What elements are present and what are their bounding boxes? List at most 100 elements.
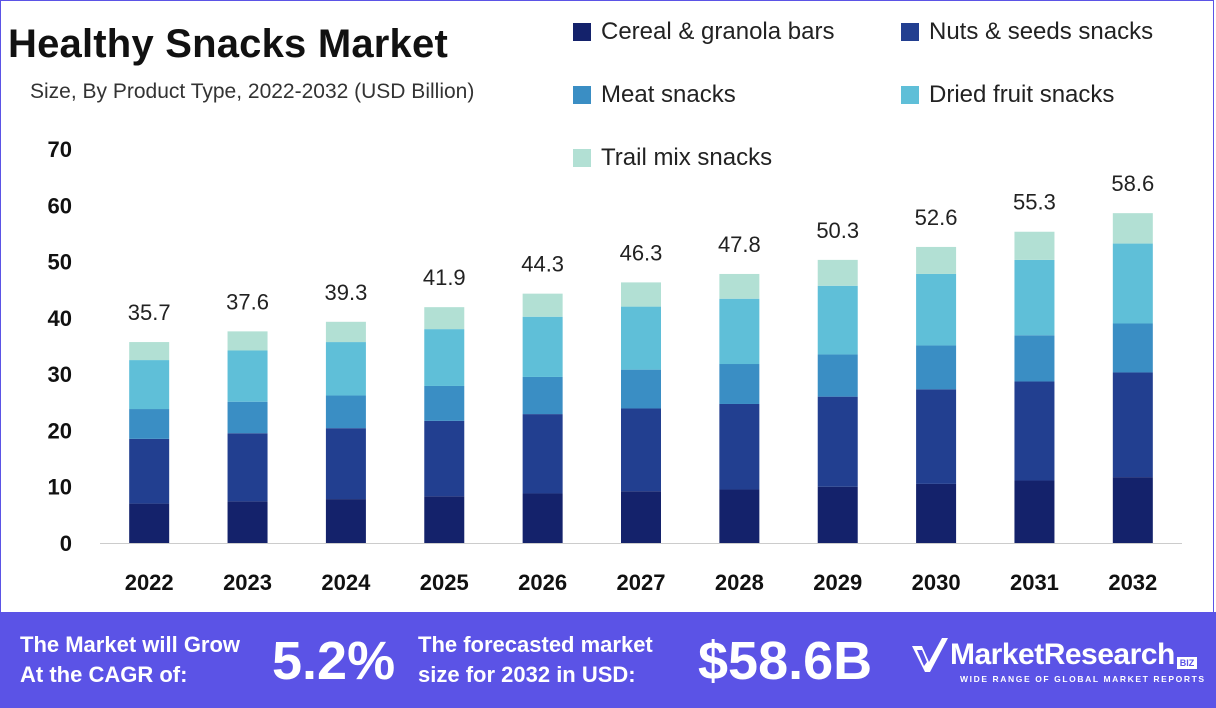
bar-2027-series-1 <box>621 408 661 492</box>
bar-2030-series-3 <box>916 273 957 346</box>
bar-2027-series-0 <box>621 491 661 543</box>
bar-2023-series-2 <box>227 401 268 434</box>
x-tick-label-2030: 2030 <box>912 570 961 595</box>
y-tick-label-1: 10 <box>48 475 72 500</box>
bar-2032-series-4 <box>1112 213 1153 244</box>
bar-2022-series-3 <box>129 360 170 410</box>
bar-2031-series-1 <box>1014 381 1055 481</box>
forecast-label: The forecasted market size for 2032 in U… <box>418 630 653 690</box>
legend-item-cereal: Cereal & granola bars <box>573 18 834 46</box>
bar-2029-series-4 <box>817 259 858 286</box>
legend-label-cereal: Cereal & granola bars <box>601 18 835 45</box>
chart-subtitle: Size, By Product Type, 2022-2032 (USD Bi… <box>30 80 475 103</box>
chart-title: Healthy Snacks Market <box>8 22 448 66</box>
stacked-bar-chart: 01020304050607035.7202237.6202339.320244… <box>48 137 1182 595</box>
bar-2031-series-4 <box>1014 231 1055 260</box>
bar-2028-series-2 <box>719 364 760 404</box>
legend-swatch-cereal <box>573 23 591 41</box>
total-label-2031: 55.3 <box>1013 190 1056 215</box>
legend-item-dried-fruit: Dried fruit snacks <box>901 81 1114 109</box>
legend-label-meat: Meat snacks <box>601 81 736 108</box>
bar-2024-series-4 <box>325 321 366 343</box>
total-label-2023: 37.6 <box>226 289 269 314</box>
legend-item-nuts: Nuts & seeds snacks <box>901 18 1153 46</box>
cagr-label-line1: The Market will Grow <box>20 632 241 657</box>
bar-2027-series-3 <box>621 306 661 370</box>
x-tick-label-2025: 2025 <box>420 570 469 595</box>
bar-2029-series-2 <box>817 354 858 397</box>
bar-2023-series-1 <box>227 433 268 502</box>
x-tick-label-2022: 2022 <box>125 570 174 595</box>
legend-item-meat: Meat snacks <box>573 81 736 109</box>
total-label-2030: 52.6 <box>915 205 958 230</box>
bar-2028-series-1 <box>719 403 760 490</box>
legend-label-dried-fruit: Dried fruit snacks <box>929 81 1115 108</box>
y-tick-label-0: 0 <box>60 531 72 556</box>
bar-2030-series-1 <box>916 389 957 484</box>
bar-2028-series-3 <box>719 298 760 365</box>
legend-swatch-dried-fruit <box>901 86 919 104</box>
bar-2023-series-3 <box>227 350 268 402</box>
legend-swatch-trail-mix <box>573 149 591 167</box>
bar-2029-series-3 <box>817 285 858 355</box>
bar-2025-series-3 <box>424 329 465 386</box>
brand-tagline: WIDE RANGE OF GLOBAL MARKET REPORTS <box>960 674 1206 684</box>
bar-2025-series-4 <box>424 307 465 330</box>
y-tick-label-6: 60 <box>48 193 72 218</box>
chart-frame <box>0 0 1214 612</box>
bar-2022-series-1 <box>129 438 170 504</box>
bar-2023-series-0 <box>227 501 268 543</box>
cagr-value: 5.2% <box>272 631 396 691</box>
x-tick-label-2032: 2032 <box>1108 570 1157 595</box>
legend-swatch-nuts <box>901 23 919 41</box>
footer-banner: The Market will Grow At the CAGR of: 5.2… <box>0 612 1216 708</box>
bar-2024-series-1 <box>325 428 366 500</box>
bar-2029-series-1 <box>817 396 858 487</box>
bar-2022-series-4 <box>129 342 170 361</box>
bar-2027-series-4 <box>621 282 661 307</box>
total-label-2026: 44.3 <box>521 252 564 277</box>
legend-item-trail-mix: Trail mix snacks <box>573 144 772 172</box>
total-label-2025: 41.9 <box>423 265 466 290</box>
total-label-2027: 46.3 <box>620 240 663 265</box>
bar-2024-series-3 <box>325 342 366 396</box>
y-tick-label-4: 40 <box>48 306 72 331</box>
legend-swatch-meat <box>573 86 591 104</box>
bar-2032-series-0 <box>1112 477 1153 543</box>
y-tick-label-2: 20 <box>48 418 72 443</box>
bar-2032-series-3 <box>1112 243 1153 324</box>
brand-logo: MarketResearch BIZ WIDE RANGE OF GLOBAL … <box>908 634 1204 684</box>
forecast-value: $58.6B <box>698 631 873 691</box>
bar-2030-series-4 <box>916 246 957 274</box>
x-tick-label-2027: 2027 <box>617 570 666 595</box>
bar-2029-series-0 <box>817 486 858 543</box>
x-tick-label-2023: 2023 <box>223 570 272 595</box>
bar-2025-series-2 <box>424 385 465 421</box>
total-label-2022: 35.7 <box>128 300 171 325</box>
total-label-2029: 50.3 <box>816 218 859 243</box>
bar-2027-series-2 <box>621 369 661 409</box>
legend-label-nuts: Nuts & seeds snacks <box>929 18 1154 45</box>
bar-2028-series-0 <box>719 489 760 543</box>
total-label-2032: 58.6 <box>1111 171 1154 196</box>
bar-2030-series-2 <box>916 345 957 390</box>
bar-2031-series-3 <box>1014 259 1055 336</box>
brand-name: MarketResearch <box>950 638 1175 671</box>
x-tick-label-2026: 2026 <box>518 570 567 595</box>
x-tick-label-2024: 2024 <box>321 570 371 595</box>
cagr-label-line2: At the CAGR of: <box>20 662 188 687</box>
bar-2026-series-2 <box>522 376 563 415</box>
forecast-label-line1: The forecasted market <box>418 632 653 657</box>
bar-2025-series-1 <box>424 420 465 497</box>
bar-2022-series-0 <box>129 503 170 543</box>
bar-2030-series-0 <box>916 483 957 543</box>
bar-2024-series-2 <box>325 395 366 429</box>
y-tick-label-5: 50 <box>48 250 72 275</box>
bar-2031-series-2 <box>1014 335 1055 382</box>
x-tick-label-2031: 2031 <box>1010 570 1059 595</box>
x-tick-label-2028: 2028 <box>715 570 764 595</box>
forecast-label-line2: size for 2032 in USD: <box>418 662 636 687</box>
y-tick-label-7: 70 <box>48 137 72 162</box>
bar-2024-series-0 <box>325 499 366 543</box>
total-label-2028: 47.8 <box>718 232 761 257</box>
